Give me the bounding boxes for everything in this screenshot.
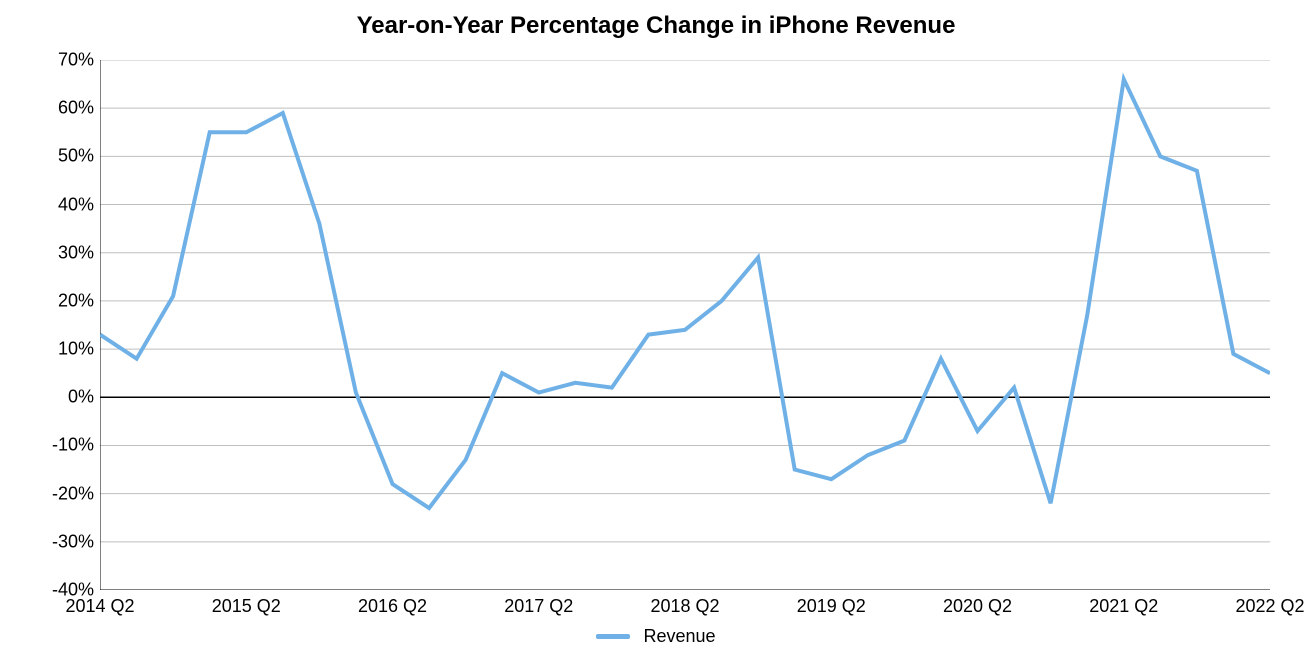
legend-label: Revenue [643, 626, 715, 647]
y-tick-label: 70% [4, 50, 94, 71]
x-tick-label: 2021 Q2 [1089, 596, 1158, 617]
series-revenue [100, 79, 1270, 508]
y-tick-label: 40% [4, 194, 94, 215]
gridlines [100, 60, 1270, 590]
y-tick-label: 0% [4, 387, 94, 408]
legend-swatch [596, 634, 630, 639]
y-tick-label: 30% [4, 242, 94, 263]
y-tick-label: 10% [4, 339, 94, 360]
y-tick-label: -20% [4, 483, 94, 504]
x-tick-label: 2020 Q2 [943, 596, 1012, 617]
x-tick-label: 2019 Q2 [797, 596, 866, 617]
y-tick-label: 20% [4, 290, 94, 311]
y-tick-label: -10% [4, 435, 94, 456]
x-tick-label: 2015 Q2 [212, 596, 281, 617]
x-tick-label: 2022 Q2 [1235, 596, 1304, 617]
chart-title: Year-on-Year Percentage Change in iPhone… [0, 12, 1312, 40]
plot-svg [100, 60, 1270, 590]
plot-area [100, 60, 1270, 590]
y-tick-label: -30% [4, 531, 94, 552]
x-tick-label: 2014 Q2 [65, 596, 134, 617]
x-tick-label: 2016 Q2 [358, 596, 427, 617]
line-chart: Year-on-Year Percentage Change in iPhone… [0, 0, 1312, 655]
x-tick-label: 2018 Q2 [650, 596, 719, 617]
x-tick-label: 2017 Q2 [504, 596, 573, 617]
legend: Revenue [0, 625, 1312, 647]
y-tick-label: 60% [4, 98, 94, 119]
y-tick-label: 50% [4, 146, 94, 167]
